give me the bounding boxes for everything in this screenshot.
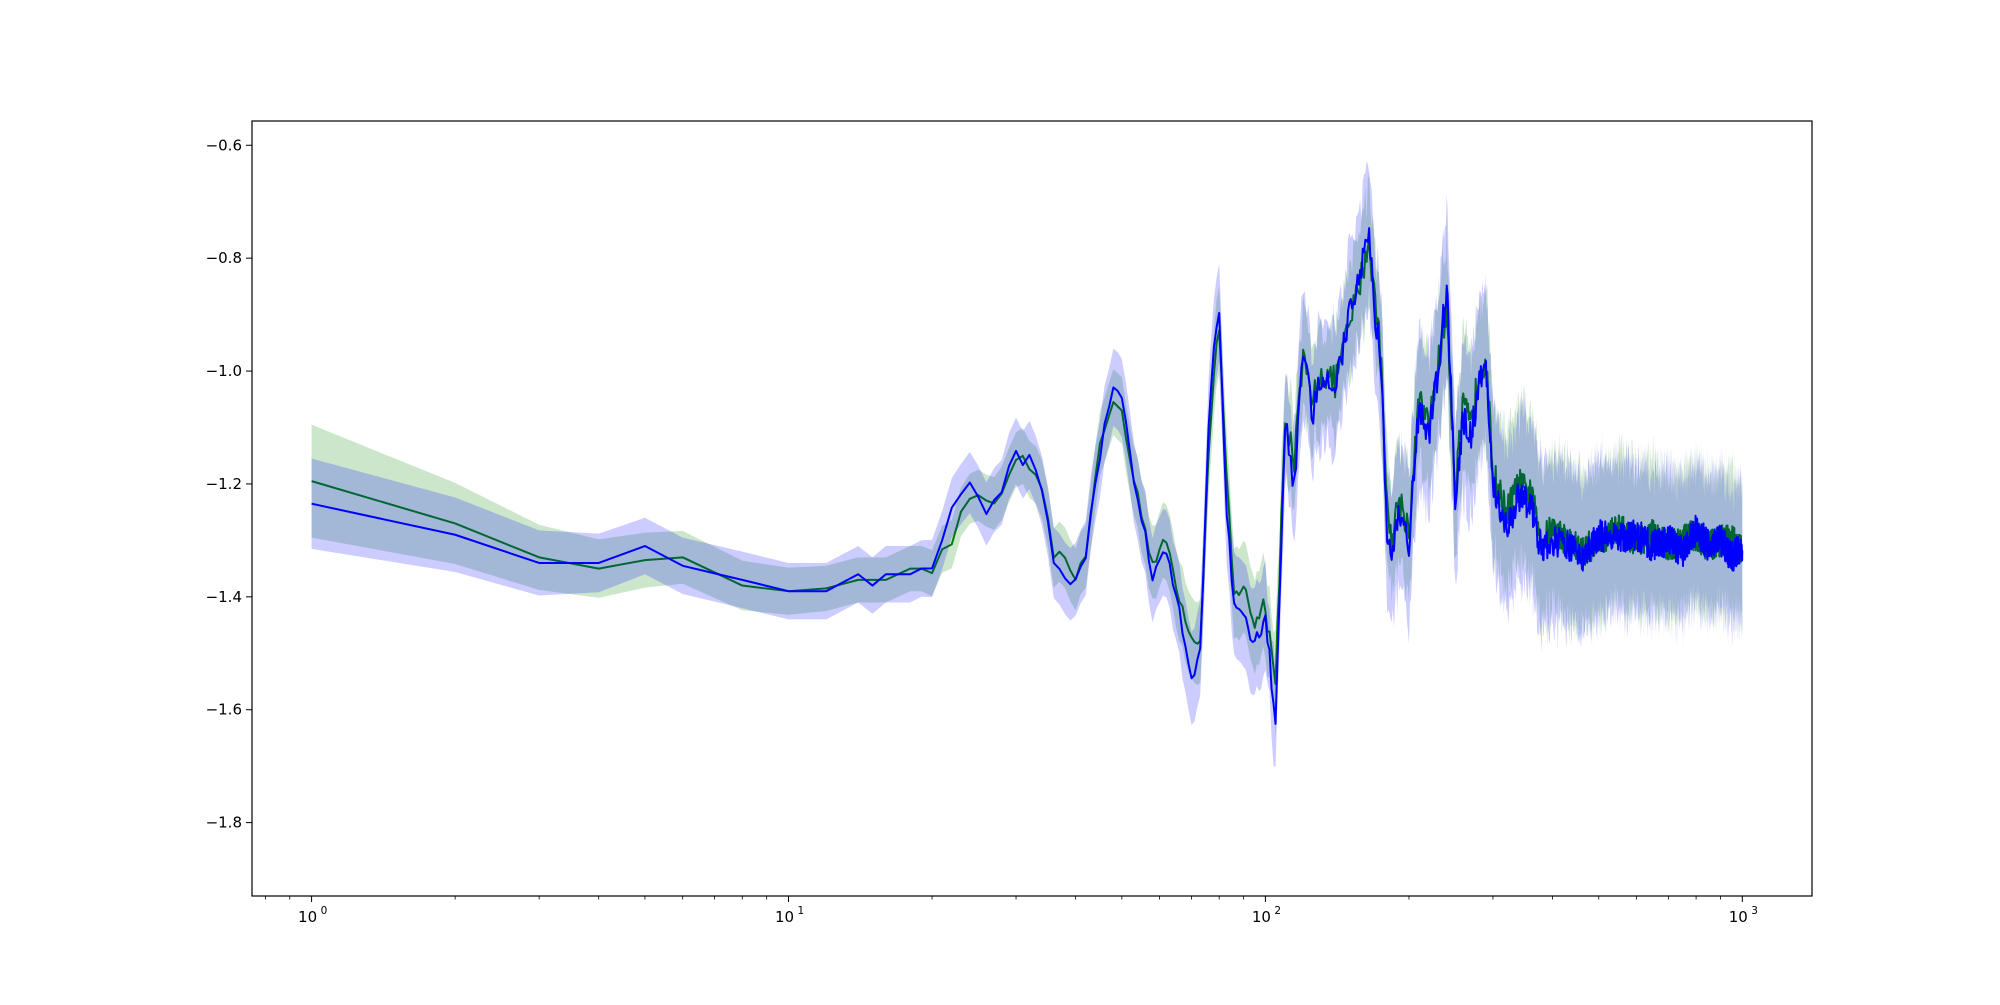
y-tick-label: −1.4 bbox=[206, 588, 242, 606]
y-tick-label: −1.2 bbox=[206, 475, 242, 493]
x-tick-exponent: 0 bbox=[321, 905, 328, 917]
y-tick-label: −1.6 bbox=[206, 701, 242, 719]
x-tick-label: 10 bbox=[1252, 908, 1271, 926]
y-tick-label: −1.8 bbox=[206, 814, 242, 832]
y-tick-label: −0.8 bbox=[206, 249, 242, 267]
x-tick-label: 10 bbox=[298, 908, 317, 926]
axes: −0.6−0.8−1.0−1.2−1.4−1.6−1.810 0 10 1 10 2 10 3 bbox=[206, 136, 1758, 926]
x-tick-exponent: 2 bbox=[1274, 905, 1281, 917]
y-tick-label: −1.0 bbox=[206, 362, 242, 380]
x-tick-label: 10 bbox=[775, 908, 794, 926]
plot-area bbox=[311, 161, 1744, 768]
x-tick-exponent: 1 bbox=[797, 905, 804, 917]
x-tick-label: 10 bbox=[1729, 908, 1748, 926]
x-tick-exponent: 3 bbox=[1751, 905, 1758, 917]
series-1-band bbox=[311, 161, 1743, 768]
series-1-line bbox=[311, 227, 1744, 725]
series-0-band bbox=[311, 174, 1743, 739]
y-tick-label: −0.6 bbox=[206, 136, 242, 154]
axes-frame bbox=[251, 120, 1813, 897]
